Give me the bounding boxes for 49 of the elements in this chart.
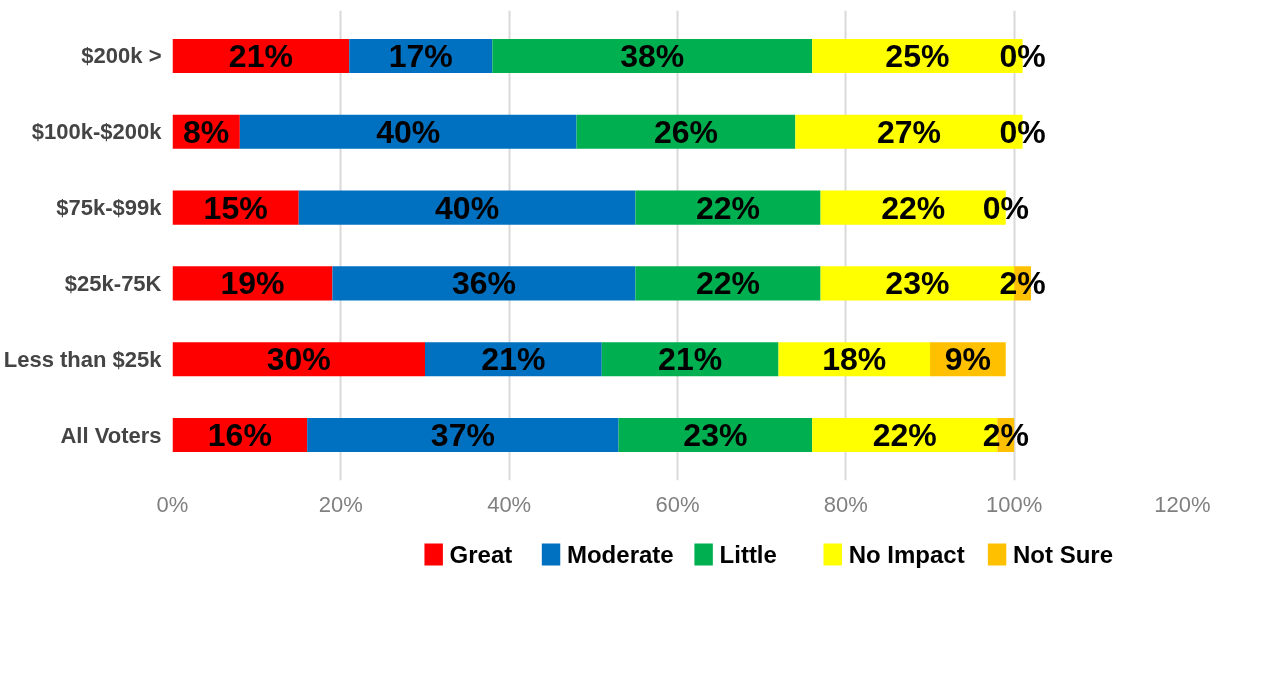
bar [492, 38, 813, 74]
data-label: 22% [695, 265, 761, 302]
x-tick-label: 0% [156, 491, 189, 517]
x-tick-label: 40% [487, 491, 532, 517]
data-label: 36% [451, 265, 516, 302]
legend-label: Not Sure [1013, 541, 1114, 568]
bar [332, 266, 636, 301]
data-label: 40% [376, 113, 441, 150]
y-tick-label: Less than $25k [3, 346, 163, 372]
data-label: 40% [435, 189, 500, 226]
bar [298, 190, 636, 225]
data-label: 30% [266, 341, 331, 378]
x-tick-label: 120% [1154, 491, 1211, 517]
x-tick-label: 20% [318, 491, 363, 517]
legend-label: Moderate [566, 541, 674, 568]
data-label: 23% [683, 417, 748, 454]
legend-label: Little [719, 541, 777, 568]
data-label: 8% [183, 113, 230, 150]
data-label: 15% [203, 189, 268, 226]
data-label: 21% [481, 341, 546, 378]
data-label: 22% [695, 189, 761, 226]
legend-label: Great [449, 541, 513, 568]
data-label: 17% [388, 37, 453, 74]
data-label: 16% [207, 417, 272, 454]
y-tick-label: $100k-$200k [31, 119, 163, 145]
x-tick-label: 100% [986, 491, 1043, 517]
data-label: 19% [220, 265, 285, 302]
y-tick-label: All Voters [60, 422, 162, 448]
data-label: 22% [872, 417, 937, 454]
data-label: 38% [620, 37, 685, 74]
data-label: 21% [228, 37, 293, 74]
x-tick-label: 60% [655, 491, 700, 517]
y-tick-label: $200k > [81, 43, 162, 69]
bar [239, 114, 577, 149]
x-tick-label: 80% [823, 491, 868, 517]
data-label: 26% [653, 113, 718, 150]
y-tick-label: $75k-$99k [56, 195, 163, 221]
data-label: 22% [881, 189, 946, 226]
data-label: 37% [430, 417, 495, 454]
y-tick-label: $25k-75K [64, 270, 162, 296]
data-label: 18% [822, 341, 887, 378]
bar [172, 342, 425, 377]
data-label: 25% [885, 37, 950, 74]
data-label: 9% [944, 341, 991, 378]
data-label: 27% [876, 113, 941, 150]
bar [307, 417, 619, 453]
data-label: 21% [658, 341, 723, 378]
legend-label: No Impact [848, 541, 965, 568]
data-label: 23% [885, 265, 950, 302]
